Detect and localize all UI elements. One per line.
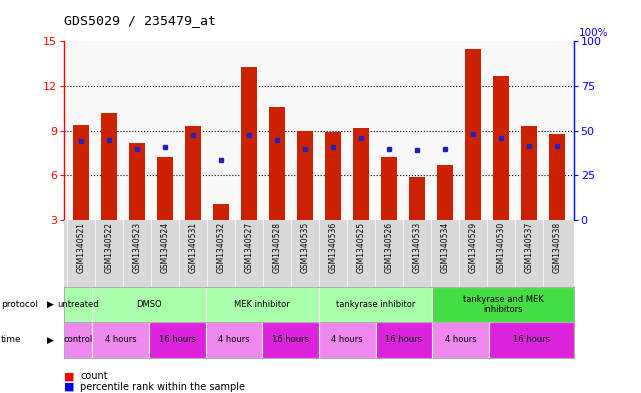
- Text: 4 hours: 4 hours: [445, 336, 476, 344]
- Bar: [149, 322, 206, 358]
- Text: GSM1340525: GSM1340525: [356, 222, 365, 273]
- Text: tankyrase inhibitor: tankyrase inhibitor: [336, 300, 415, 309]
- Bar: [64, 287, 92, 322]
- Text: 16 hours: 16 hours: [513, 336, 550, 344]
- Text: 100%: 100%: [579, 28, 609, 39]
- Bar: [409, 177, 424, 220]
- Text: DMSO: DMSO: [137, 300, 162, 309]
- Text: GSM1340530: GSM1340530: [496, 222, 505, 274]
- Text: ■: ■: [64, 382, 74, 392]
- Bar: [185, 126, 201, 220]
- Text: 16 hours: 16 hours: [385, 336, 422, 344]
- Text: GSM1340537: GSM1340537: [524, 222, 533, 274]
- Text: GSM1340521: GSM1340521: [76, 222, 85, 273]
- Text: control: control: [63, 336, 93, 344]
- Text: count: count: [80, 371, 108, 382]
- Text: 4 hours: 4 hours: [105, 336, 137, 344]
- Bar: [489, 322, 574, 358]
- Bar: [432, 287, 574, 322]
- Text: GSM1340528: GSM1340528: [272, 222, 281, 273]
- Text: 16 hours: 16 hours: [272, 336, 309, 344]
- Bar: [64, 322, 92, 358]
- Text: ▶: ▶: [47, 336, 54, 344]
- Text: untreated: untreated: [58, 300, 99, 309]
- Text: GSM1340536: GSM1340536: [328, 222, 337, 274]
- Bar: [493, 75, 508, 220]
- Text: 16 hours: 16 hours: [159, 336, 196, 344]
- Text: GSM1340529: GSM1340529: [469, 222, 478, 273]
- Text: protocol: protocol: [1, 300, 38, 309]
- Bar: [269, 107, 285, 220]
- Bar: [241, 66, 256, 220]
- Bar: [521, 126, 537, 220]
- Bar: [92, 287, 206, 322]
- Bar: [437, 165, 453, 220]
- Text: ■: ■: [64, 371, 74, 382]
- Text: GSM1340524: GSM1340524: [160, 222, 169, 273]
- Bar: [353, 128, 369, 220]
- Bar: [319, 322, 376, 358]
- Text: 4 hours: 4 hours: [331, 336, 363, 344]
- Bar: [92, 322, 149, 358]
- Text: ▶: ▶: [47, 300, 54, 309]
- Text: GSM1340532: GSM1340532: [217, 222, 226, 273]
- Text: GSM1340527: GSM1340527: [244, 222, 253, 273]
- Bar: [101, 113, 117, 220]
- Text: GSM1340534: GSM1340534: [440, 222, 449, 274]
- Bar: [325, 132, 340, 220]
- Text: GSM1340538: GSM1340538: [553, 222, 562, 273]
- Bar: [262, 322, 319, 358]
- Text: GSM1340522: GSM1340522: [104, 222, 113, 273]
- Text: MEK inhibitor: MEK inhibitor: [235, 300, 290, 309]
- Text: GSM1340535: GSM1340535: [301, 222, 310, 274]
- Bar: [465, 49, 481, 220]
- Bar: [206, 287, 319, 322]
- Text: time: time: [1, 336, 21, 344]
- Text: percentile rank within the sample: percentile rank within the sample: [80, 382, 245, 392]
- Bar: [376, 322, 432, 358]
- Text: GSM1340531: GSM1340531: [188, 222, 197, 273]
- Text: GSM1340526: GSM1340526: [385, 222, 394, 273]
- Bar: [549, 134, 565, 220]
- Text: GDS5029 / 235479_at: GDS5029 / 235479_at: [64, 14, 216, 27]
- Text: GSM1340523: GSM1340523: [133, 222, 142, 273]
- Bar: [432, 322, 489, 358]
- Text: tankyrase and MEK
inhibitors: tankyrase and MEK inhibitors: [463, 295, 544, 314]
- Bar: [157, 158, 172, 220]
- Bar: [129, 143, 145, 220]
- Text: 4 hours: 4 hours: [218, 336, 250, 344]
- Bar: [381, 158, 397, 220]
- Text: GSM1340533: GSM1340533: [412, 222, 421, 274]
- Bar: [319, 287, 432, 322]
- Bar: [73, 125, 88, 220]
- Bar: [206, 322, 262, 358]
- Bar: [297, 130, 313, 220]
- Bar: [213, 204, 229, 220]
